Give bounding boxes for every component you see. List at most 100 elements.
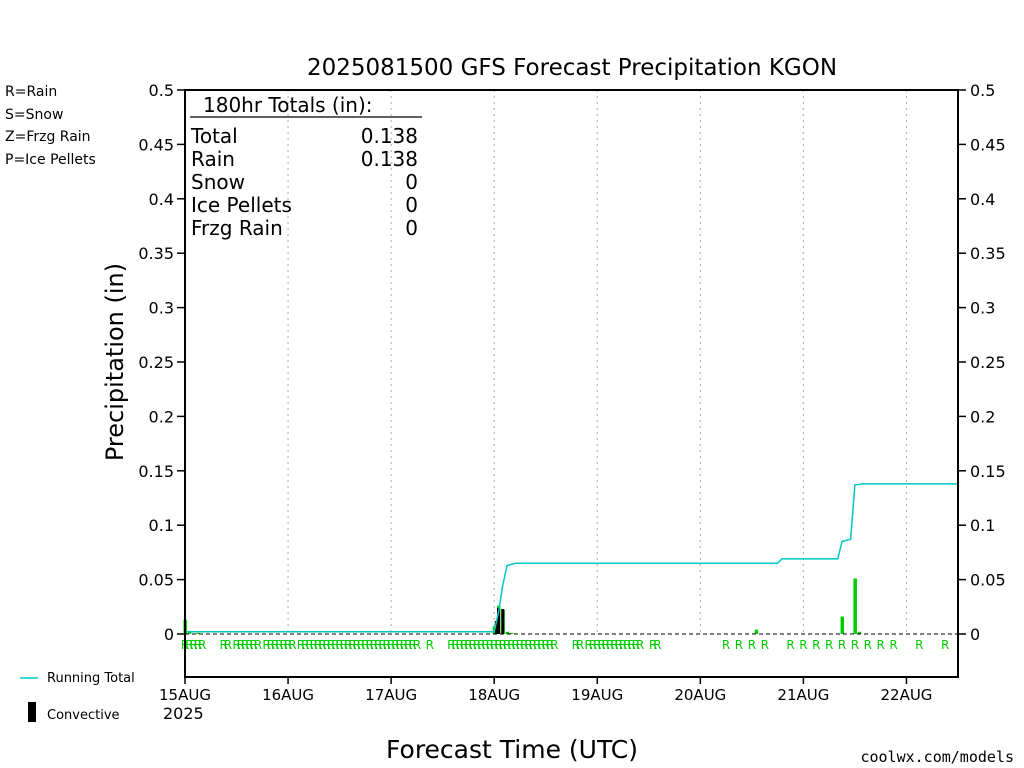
ptype-mark: R bbox=[318, 638, 326, 652]
ptype-mark: R bbox=[507, 638, 515, 652]
rain-bar bbox=[509, 632, 514, 634]
ptype-mark: R bbox=[627, 638, 635, 652]
ptype-mark: R bbox=[825, 638, 833, 652]
ptype-mark: R bbox=[262, 638, 270, 652]
ptype-mark: R bbox=[198, 638, 206, 652]
ptype-mark: R bbox=[533, 638, 541, 652]
ptype-mark: R bbox=[610, 638, 618, 652]
legend-rain: R=Rain bbox=[5, 84, 57, 100]
legend-ice-pellets: P=Ice Pellets bbox=[5, 152, 96, 168]
totals-label-frzg-rain: Frzg Rain bbox=[191, 216, 283, 240]
convective-legend-swatch bbox=[28, 702, 36, 722]
ptype-mark: R bbox=[576, 638, 584, 652]
ptype-mark: R bbox=[481, 638, 489, 652]
ptype-mark: R bbox=[615, 638, 623, 652]
y-tick-label: 0.25 bbox=[138, 353, 174, 372]
rain-bar bbox=[840, 616, 845, 634]
ptype-mark: R bbox=[503, 638, 511, 652]
ptype-mark: R bbox=[529, 638, 537, 652]
y-ticks-right: 0 0.05 0.1 0.15 0.2 0.25 0.3 0.35 0.4 0.45 0.5 bbox=[958, 81, 1006, 644]
convective-bars bbox=[494, 607, 505, 634]
ptype-mark: R bbox=[451, 638, 459, 652]
ptype-mark: R bbox=[619, 638, 627, 652]
ptype-mark: R bbox=[400, 638, 408, 652]
y-tick-label-right: 0.4 bbox=[970, 190, 995, 209]
ptype-mark: R bbox=[391, 638, 399, 652]
rain-bar bbox=[196, 632, 200, 634]
x-tick-label: 17AUG bbox=[365, 686, 417, 704]
y-tick-label-right: 0.35 bbox=[970, 244, 1006, 263]
ptype-mark: R bbox=[237, 638, 245, 652]
convective-bar bbox=[494, 620, 498, 634]
totals-value-total: 0.138 bbox=[361, 124, 418, 148]
series-legend: Running Total Convective bbox=[20, 671, 135, 723]
ptype-mark: R bbox=[370, 638, 378, 652]
x-tick-label: 18AUG bbox=[468, 686, 520, 704]
rain-bar bbox=[853, 578, 857, 634]
y-tick-label: 0.4 bbox=[149, 190, 174, 209]
ptype-mark: R bbox=[542, 638, 550, 652]
y-tick-label-right: 0.25 bbox=[970, 353, 1006, 372]
y-tick-label-right: 0.3 bbox=[970, 299, 995, 318]
ptype-mark: R bbox=[473, 638, 481, 652]
ptype-mark: R bbox=[361, 638, 369, 652]
ptype-mark: R bbox=[516, 638, 524, 652]
ptype-mark: R bbox=[254, 638, 262, 652]
legend-snow: S=Snow bbox=[5, 107, 63, 123]
ptype-mark: R bbox=[301, 638, 309, 652]
ptype-mark: R bbox=[589, 638, 597, 652]
ptype-mark: R bbox=[189, 638, 197, 652]
ptype-mark: R bbox=[585, 638, 593, 652]
ptype-mark: R bbox=[310, 638, 318, 652]
ptype-mark: R bbox=[219, 638, 227, 652]
ptype-legend: R=Rain S=Snow Z=Frzg Rain P=Ice Pellets bbox=[5, 84, 96, 168]
ptype-mark: R bbox=[447, 638, 455, 652]
ptype-mark: R bbox=[623, 638, 631, 652]
ptype-mark: R bbox=[331, 638, 339, 652]
grid-lines bbox=[287, 90, 907, 634]
ptype-mark: R bbox=[284, 638, 292, 652]
ptype-mark: R bbox=[520, 638, 528, 652]
ptype-mark: R bbox=[499, 638, 507, 652]
y-tick-label: 0.2 bbox=[149, 407, 174, 426]
x-tick-label: 21AUG bbox=[777, 686, 829, 704]
ptype-mark: R bbox=[383, 638, 391, 652]
x-tick-label: 16AUG bbox=[262, 686, 314, 704]
ptype-mark: R bbox=[241, 638, 249, 652]
ptype-mark: R bbox=[490, 638, 498, 652]
ptype-mark: R bbox=[761, 638, 769, 652]
x-tick-label: 22AUG bbox=[880, 686, 932, 704]
ptype-mark: R bbox=[396, 638, 404, 652]
credit-text: coolwx.com/models bbox=[860, 748, 1014, 766]
totals-label-snow: Snow bbox=[191, 170, 245, 194]
totals-box: 180hr Totals (in): Total 0.138 Rain 0.13… bbox=[190, 93, 422, 240]
y-tick-label-right: 0 bbox=[970, 625, 980, 644]
totals-header: 180hr Totals (in): bbox=[203, 93, 373, 117]
ptype-mark: R bbox=[224, 638, 232, 652]
rain-bar bbox=[187, 631, 192, 634]
ptype-mark: R bbox=[889, 638, 897, 652]
ptype-mark: R bbox=[460, 638, 468, 652]
ptype-mark: R bbox=[812, 638, 820, 652]
ptype-mark: R bbox=[915, 638, 923, 652]
rain-bar bbox=[505, 631, 510, 634]
ptype-mark: R bbox=[344, 638, 352, 652]
ptype-mark: R bbox=[469, 638, 477, 652]
ptype-mark: R bbox=[404, 638, 412, 652]
ptype-mark: R bbox=[245, 638, 253, 652]
ptype-mark: R bbox=[748, 638, 756, 652]
ptype-mark: R bbox=[288, 638, 296, 652]
plot-frame bbox=[184, 89, 959, 678]
ptype-mark: R bbox=[297, 638, 305, 652]
ptype-mark: R bbox=[477, 638, 485, 652]
y-tick-label: 0.35 bbox=[138, 244, 174, 263]
ptype-mark: R bbox=[335, 638, 343, 652]
ptype-mark: R bbox=[305, 638, 313, 652]
ptype-mark: R bbox=[486, 638, 494, 652]
rain-bars bbox=[183, 578, 862, 634]
ptype-mark: R bbox=[426, 638, 434, 652]
totals-value-snow: 0 bbox=[405, 170, 418, 194]
ptype-mark: R bbox=[327, 638, 335, 652]
ptype-mark: R bbox=[408, 638, 416, 652]
